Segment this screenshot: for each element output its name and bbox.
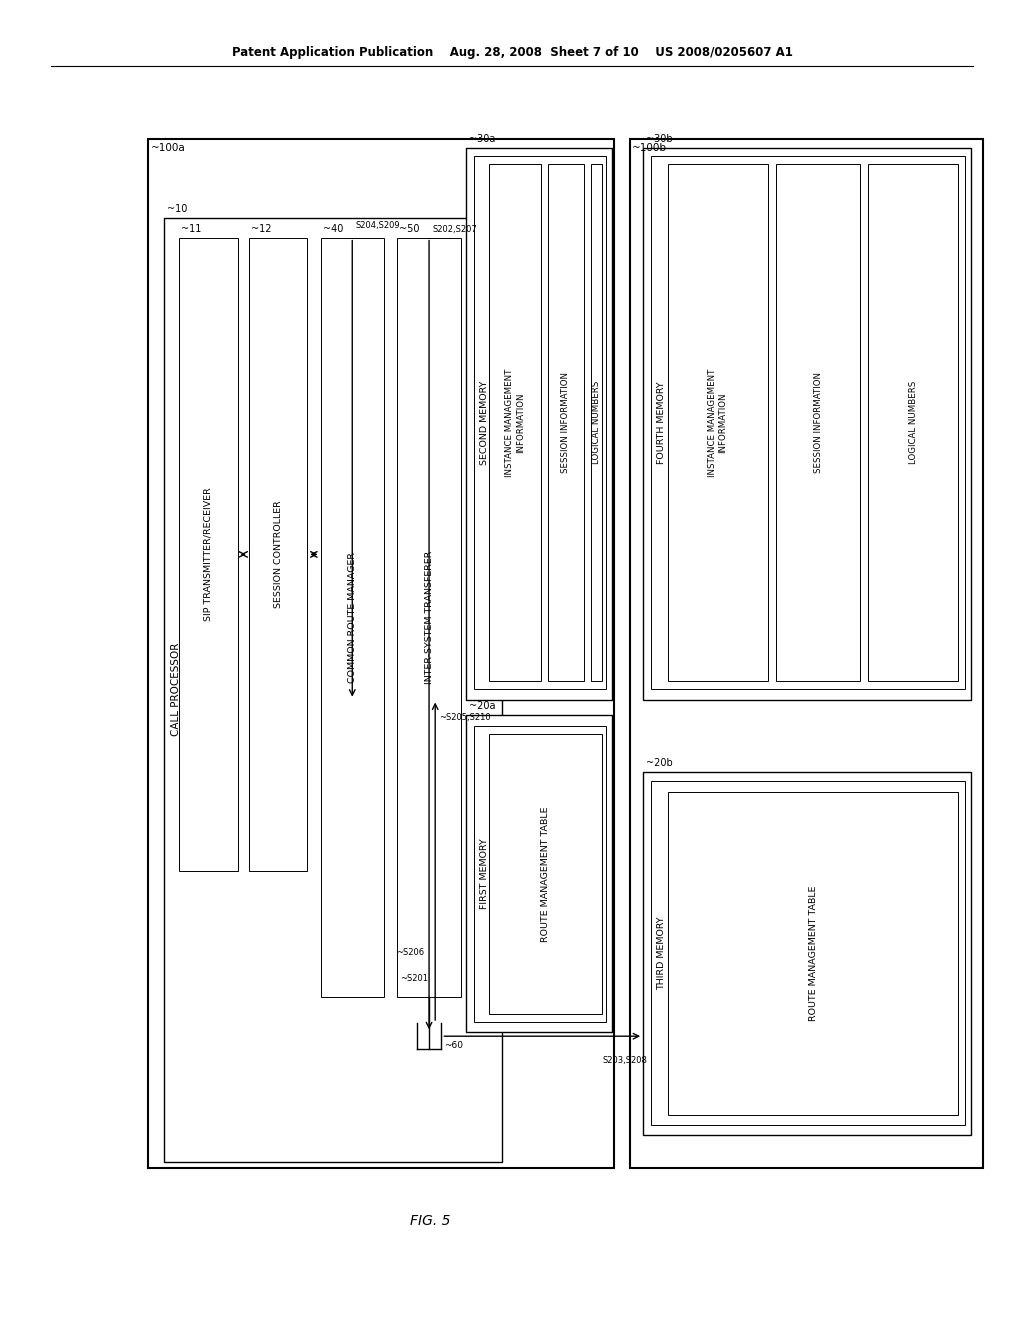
Bar: [397, 238, 461, 997]
Text: ~30b: ~30b: [646, 133, 673, 144]
Text: ~10: ~10: [167, 203, 187, 214]
Text: ~S206: ~S206: [396, 948, 424, 957]
Bar: [249, 238, 307, 871]
Bar: [630, 139, 983, 1168]
Text: CALL PROCESSOR: CALL PROCESSOR: [171, 643, 181, 737]
Bar: [466, 715, 612, 1032]
Bar: [148, 139, 614, 1168]
Bar: [668, 792, 958, 1115]
Bar: [321, 238, 384, 997]
Bar: [776, 164, 860, 681]
Text: ROUTE MANAGEMENT TABLE: ROUTE MANAGEMENT TABLE: [542, 807, 550, 941]
Bar: [548, 164, 584, 681]
Text: COMMON ROUTE MANAGER: COMMON ROUTE MANAGER: [348, 552, 356, 682]
Text: ~20b: ~20b: [646, 758, 673, 768]
Text: ~60: ~60: [444, 1041, 464, 1049]
Text: SESSION INFORMATION: SESSION INFORMATION: [814, 372, 822, 473]
Text: ~100b: ~100b: [632, 143, 667, 153]
Bar: [466, 148, 612, 700]
Bar: [474, 726, 606, 1022]
Text: FOURTH MEMORY: FOURTH MEMORY: [657, 381, 666, 463]
Text: SECOND MEMORY: SECOND MEMORY: [480, 380, 488, 465]
Bar: [668, 164, 768, 681]
Text: THIRD MEMORY: THIRD MEMORY: [657, 916, 666, 990]
Text: S204,S209: S204,S209: [355, 220, 400, 230]
Text: INSTANCE MANAGEMENT
INFORMATION: INSTANCE MANAGEMENT INFORMATION: [709, 368, 727, 477]
Text: LOGICAL NUMBERS: LOGICAL NUMBERS: [909, 380, 918, 465]
Bar: [474, 156, 606, 689]
Bar: [591, 164, 602, 681]
Text: ~11: ~11: [181, 223, 202, 234]
Text: ~S201: ~S201: [400, 974, 428, 983]
Bar: [164, 218, 502, 1162]
Text: ~12: ~12: [251, 223, 271, 234]
Bar: [868, 164, 958, 681]
Text: INTER-SYSTEM TRANSFERER: INTER-SYSTEM TRANSFERER: [425, 550, 433, 684]
Text: ROUTE MANAGEMENT TABLE: ROUTE MANAGEMENT TABLE: [809, 886, 817, 1022]
Bar: [651, 781, 965, 1125]
Bar: [489, 734, 602, 1014]
Text: SIP TRANSMITTER/RECEIVER: SIP TRANSMITTER/RECEIVER: [204, 487, 213, 622]
Text: FIRST MEMORY: FIRST MEMORY: [480, 838, 488, 909]
Text: SESSION INFORMATION: SESSION INFORMATION: [561, 372, 570, 473]
Text: ~20a: ~20a: [469, 701, 496, 711]
Bar: [651, 156, 965, 689]
Text: Patent Application Publication    Aug. 28, 2008  Sheet 7 of 10    US 2008/020560: Patent Application Publication Aug. 28, …: [231, 46, 793, 59]
Text: ~50: ~50: [399, 223, 420, 234]
Bar: [489, 164, 541, 681]
Text: INSTANCE MANAGEMENT
INFORMATION: INSTANCE MANAGEMENT INFORMATION: [506, 368, 524, 477]
Text: LOGICAL NUMBERS: LOGICAL NUMBERS: [592, 380, 601, 465]
Bar: [643, 772, 971, 1135]
Text: ~40: ~40: [323, 223, 343, 234]
Text: S203,S208: S203,S208: [602, 1056, 647, 1065]
Text: ~S205,S210: ~S205,S210: [439, 713, 490, 722]
Text: ~100a: ~100a: [151, 143, 185, 153]
Text: FIG. 5: FIG. 5: [410, 1214, 451, 1228]
Bar: [179, 238, 238, 871]
Text: S202,S207: S202,S207: [432, 224, 477, 234]
Bar: [643, 148, 971, 700]
Text: SESSION CONTROLLER: SESSION CONTROLLER: [273, 500, 283, 609]
Text: ~30a: ~30a: [469, 133, 496, 144]
